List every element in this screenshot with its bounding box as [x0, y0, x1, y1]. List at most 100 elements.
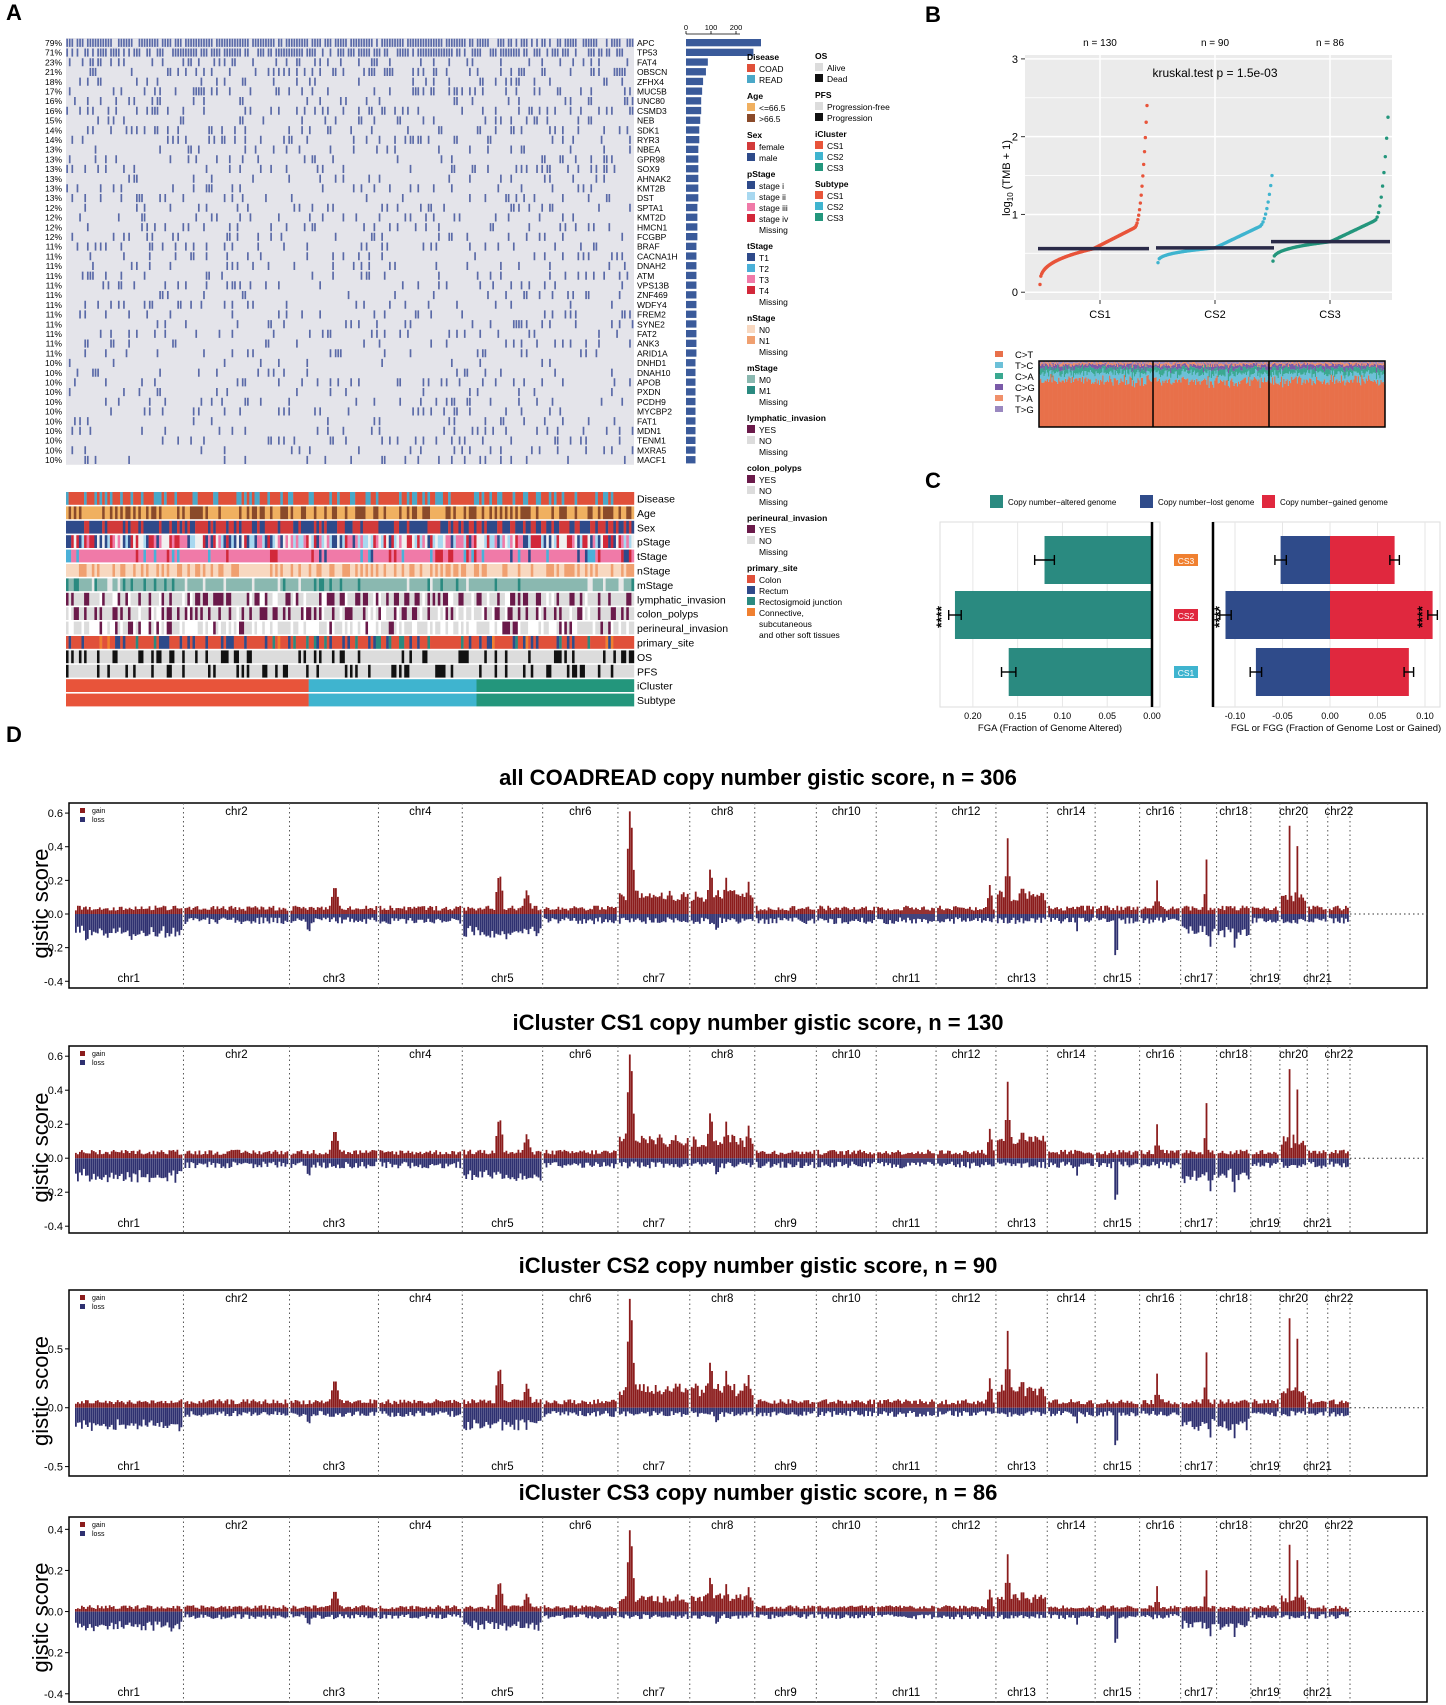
track-cell — [269, 564, 273, 577]
track-cell — [298, 564, 302, 577]
spectrum-segment — [1040, 368, 1042, 376]
spectrum-segment — [1192, 372, 1195, 382]
track-cell — [605, 520, 609, 534]
legend-swatch — [747, 142, 755, 150]
spectrum-segment — [1096, 362, 1099, 366]
legend-swatch — [747, 386, 755, 394]
spectrum-segment — [1189, 362, 1191, 365]
spectrum-segment — [1218, 366, 1221, 369]
spectrum-segment — [1109, 364, 1111, 367]
category-badge — [1174, 609, 1198, 621]
spectrum-segment — [1049, 363, 1051, 367]
spectrum-segment — [1286, 362, 1289, 368]
gene-label: PCDH9 — [637, 397, 666, 407]
track-cell — [99, 621, 103, 635]
spectrum-segment — [1377, 367, 1379, 373]
track-cell — [99, 650, 113, 664]
spectrum-segment — [1282, 361, 1284, 364]
spectrum-segment — [1084, 371, 1086, 379]
spectrum-segment — [1364, 383, 1367, 427]
y-axis-title: gistic score — [28, 1092, 53, 1202]
spectrum-segment — [1150, 381, 1153, 427]
spectrum-segment — [1228, 369, 1231, 377]
spectrum-segment — [1285, 373, 1287, 381]
spectrum-segment — [1282, 376, 1284, 388]
track-cell — [231, 535, 235, 548]
spectrum-segment — [1372, 361, 1374, 364]
spectrum-segment — [1228, 361, 1231, 364]
spectrum-segment — [1118, 363, 1120, 368]
track-cell — [285, 607, 289, 620]
track-cell — [448, 520, 451, 534]
track-cell — [528, 592, 537, 606]
spectrum-segment — [1362, 378, 1364, 427]
track-cell — [401, 607, 407, 620]
legend-item-label: Missing — [759, 225, 788, 235]
spectrum-segment — [1309, 363, 1311, 370]
track-cell — [71, 549, 77, 563]
track-cell — [251, 492, 255, 505]
spectrum-segment — [1271, 377, 1274, 427]
track-cell — [161, 492, 165, 505]
spectrum-segment — [1133, 369, 1136, 377]
gene-label: ARID1A — [637, 348, 668, 358]
track-cell — [275, 535, 278, 548]
track-cell — [306, 621, 320, 635]
track-cell — [138, 506, 142, 520]
track-cell — [241, 664, 245, 678]
spectrum-segment — [1292, 369, 1294, 375]
spectrum-segment — [1305, 372, 1308, 380]
spectrum-segment — [1106, 380, 1109, 427]
gene-percent: 13% — [45, 164, 62, 174]
track-cell — [257, 535, 263, 548]
spectrum-segment — [1330, 370, 1333, 375]
track-cell — [213, 492, 219, 505]
track-cell — [109, 636, 116, 649]
chromosome-label: chr7 — [643, 973, 665, 985]
spectrum-segment — [1381, 382, 1384, 427]
track-cell — [621, 535, 624, 548]
spectrum-segment — [1302, 367, 1304, 375]
spectrum-segment — [1354, 371, 1356, 376]
chromosome-label: chr14 — [1057, 1049, 1086, 1061]
legend-item-label: NO — [759, 436, 772, 446]
spectrum-segment — [1374, 363, 1377, 365]
legend-swatch — [747, 153, 755, 161]
track-cell — [430, 592, 433, 606]
track-cell — [96, 650, 100, 664]
track-cell — [528, 535, 531, 548]
tmb-point — [1145, 103, 1149, 108]
spectrum-segment — [1349, 364, 1352, 368]
spectrum-segment — [1247, 363, 1249, 365]
track-label: Age — [637, 508, 656, 520]
track-cell — [463, 520, 469, 534]
track-cell — [241, 520, 253, 534]
track-cell — [541, 535, 544, 548]
spectrum-segment — [1103, 372, 1105, 385]
spectrum-segment — [1079, 374, 1082, 379]
spectrum-segment — [1291, 363, 1293, 370]
spectrum-segment — [1365, 378, 1368, 427]
gene-percent: 11% — [46, 339, 63, 349]
spectrum-segment — [1222, 381, 1224, 427]
spectrum-segment — [1089, 362, 1092, 365]
track-cell — [613, 492, 635, 505]
spectrum-segment — [1157, 361, 1160, 364]
track-cell — [419, 535, 423, 548]
track-cell — [486, 520, 498, 534]
spectrum-segment — [1165, 362, 1168, 364]
spectrum-segment — [1335, 374, 1337, 381]
legend-item-label: <=66.5 — [759, 103, 786, 113]
track-cell — [226, 535, 229, 548]
spectrum-segment — [1072, 362, 1075, 367]
fgg-bar — [1330, 536, 1395, 584]
chromosome-label: chr22 — [1324, 1049, 1353, 1061]
track-cell — [236, 607, 240, 620]
spectrum-segment — [1288, 380, 1291, 427]
spectrum-segment — [1067, 379, 1069, 427]
track-label: iCluster — [637, 681, 673, 693]
track-cell — [269, 621, 273, 635]
track-cell — [244, 664, 247, 678]
spectrum-segment — [1127, 373, 1129, 385]
track-cell — [352, 535, 356, 548]
